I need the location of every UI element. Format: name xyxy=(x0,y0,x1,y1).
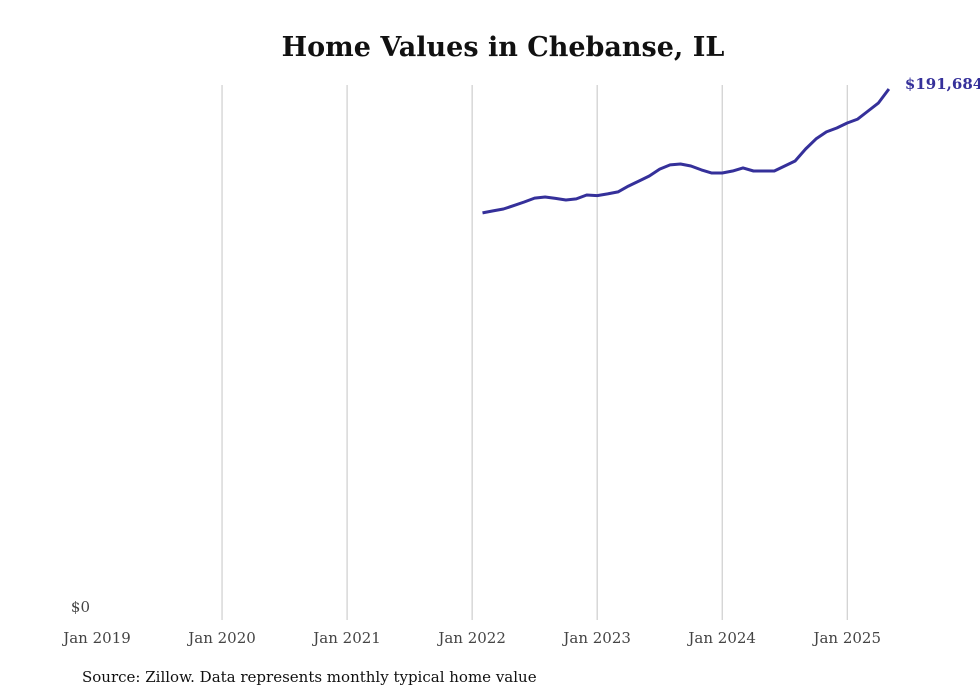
x-tick-label: Jan 2023 xyxy=(561,629,631,647)
x-tick-label: Jan 2025 xyxy=(811,629,881,647)
x-tick-label: Jan 2024 xyxy=(686,629,756,647)
series-line xyxy=(482,88,891,215)
x-tick-label: Jan 2020 xyxy=(186,629,256,647)
x-tick-label: Jan 2019 xyxy=(61,629,131,647)
x-tick-label: Jan 2021 xyxy=(311,629,381,647)
x-tick-label: Jan 2022 xyxy=(436,629,506,647)
last-value-label: $191,684 xyxy=(905,75,980,93)
chart-title: Home Values in Chebanse, IL xyxy=(281,32,725,63)
y-tick-label: $0 xyxy=(71,598,90,616)
source-note: Source: Zillow. Data represents monthly … xyxy=(82,668,537,686)
